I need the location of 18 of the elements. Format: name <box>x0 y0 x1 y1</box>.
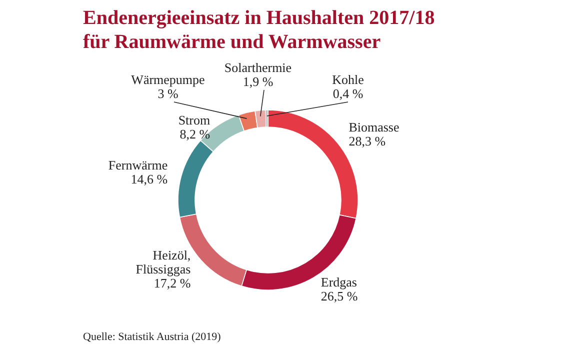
data-label: 26,5 % <box>320 288 358 304</box>
chart-title: Endenergieeinsatz in Haushalten 2017/18 für Raumwärme und Warmwasser <box>83 7 435 53</box>
slice-label: Solarthermie <box>224 60 292 75</box>
data-label: 17,2 % <box>154 276 191 291</box>
slice-label: Fernwärme <box>108 158 168 173</box>
slice-label: Wärmepumpe <box>131 72 206 87</box>
data-label: 3 % <box>158 86 178 101</box>
data-label: 28,3 % <box>348 133 386 148</box>
data-label: 14,6 % <box>130 172 168 187</box>
slice-label: Biomasse <box>348 119 400 134</box>
data-label: 0,4 % <box>332 86 364 101</box>
slice-label: Kohle <box>332 72 364 87</box>
data-label: 8,2 % <box>180 126 210 142</box>
slice-label: Strom <box>178 112 210 128</box>
slice-label: Heizöl, Flüssiggas <box>136 248 191 277</box>
source-note: Quelle: Statistik Austria (2019) <box>83 331 222 343</box>
data-label: 1,9 % <box>242 74 274 89</box>
slice-label: Erdgas <box>320 274 357 290</box>
